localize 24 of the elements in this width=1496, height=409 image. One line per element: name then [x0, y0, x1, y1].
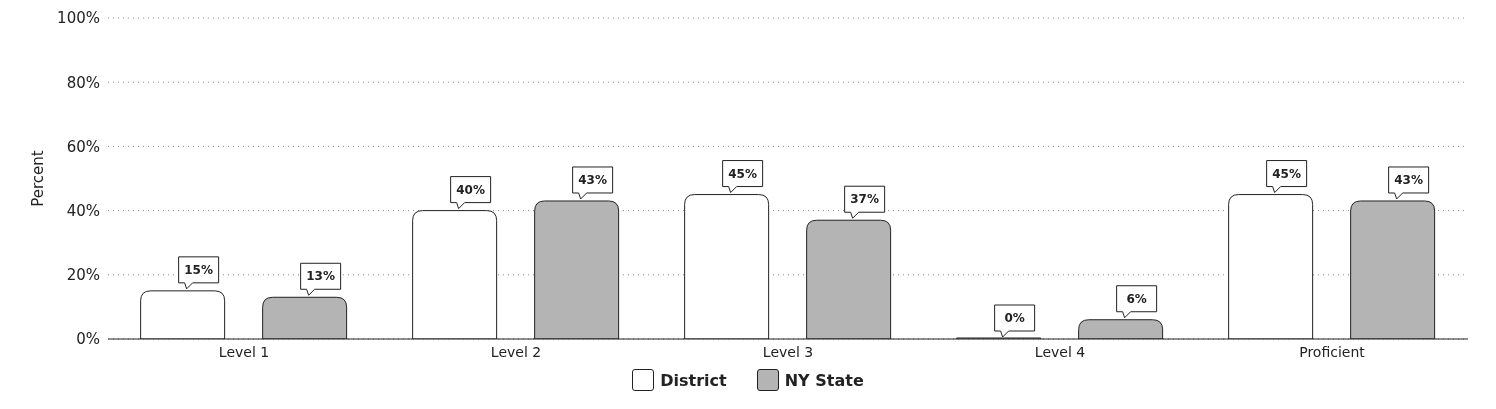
data-label: 6% [1126, 291, 1147, 306]
y-tick-label: 0% [76, 330, 100, 349]
y-tick-label: 40% [66, 201, 100, 220]
x-tick-label: Level 2 [490, 343, 542, 360]
data-label: 37% [850, 192, 880, 207]
data-label: 45% [728, 166, 758, 181]
data-label: 43% [578, 172, 608, 187]
data-label: 45% [1272, 166, 1302, 181]
data-label: 0% [1004, 311, 1025, 325]
data-label: 40% [456, 182, 486, 197]
y-tick-label: 100% [57, 9, 100, 28]
legend-label: District [660, 370, 727, 390]
y-tick-label: 20% [66, 266, 100, 285]
data-label: 43% [1394, 172, 1424, 187]
x-tick-label: Level 1 [218, 343, 270, 360]
x-tick-label: Level 4 [1034, 343, 1086, 360]
legend-label: NY State [784, 370, 864, 390]
data-label: 15% [184, 262, 214, 277]
y-tick-label: 60% [66, 137, 100, 156]
x-tick-label: Proficient [1299, 343, 1366, 360]
y-axis-title: Percent [29, 150, 48, 207]
x-tick-label: Level 3 [762, 343, 814, 360]
y-tick-label: 80% [66, 73, 100, 92]
data-label: 13% [306, 269, 336, 284]
